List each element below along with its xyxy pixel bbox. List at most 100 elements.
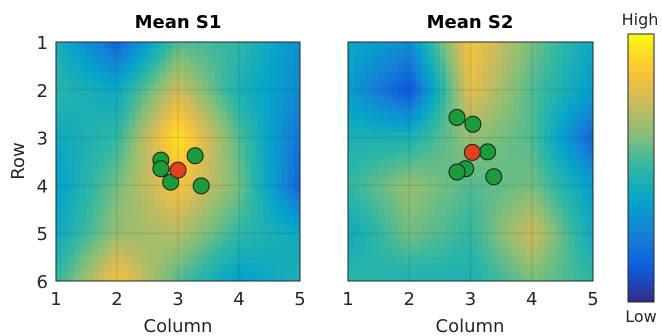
heatmap-cell bbox=[421, 191, 429, 198]
heatmap-cell bbox=[433, 95, 441, 103]
heatmap-cell bbox=[104, 125, 112, 133]
heatmap-cell bbox=[251, 263, 258, 270]
heatmap-cell bbox=[586, 233, 593, 240]
heatmap-cell bbox=[232, 203, 240, 210]
heatmap-cell bbox=[171, 113, 179, 121]
heatmap-cell bbox=[519, 167, 527, 175]
heatmap-cell bbox=[550, 113, 557, 121]
heatmap-cell bbox=[147, 107, 155, 115]
heatmap-cell bbox=[439, 251, 447, 258]
heatmap-cell bbox=[263, 59, 271, 67]
heatmap-cell bbox=[550, 143, 557, 151]
heatmap-cell bbox=[458, 59, 465, 67]
heatmap-cell bbox=[226, 119, 234, 127]
heatmap-cell bbox=[171, 155, 179, 163]
heatmap-cell bbox=[184, 251, 191, 258]
heatmap-cell bbox=[366, 167, 374, 175]
heatmap-cell bbox=[281, 209, 289, 216]
heatmap-cell bbox=[348, 101, 355, 109]
heatmap-cell bbox=[178, 101, 185, 109]
heatmap-cell bbox=[129, 59, 136, 67]
heatmap-cell bbox=[123, 119, 130, 127]
heatmap-cell bbox=[129, 131, 136, 139]
heatmap-cell bbox=[141, 233, 149, 240]
heatmap-cell bbox=[537, 185, 545, 192]
heatmap-cell bbox=[104, 83, 112, 91]
heatmap-cell bbox=[372, 65, 380, 73]
heatmap-cell bbox=[86, 119, 94, 127]
heatmap-cell bbox=[415, 42, 423, 49]
heatmap-cell bbox=[214, 107, 222, 115]
heatmap-cell bbox=[415, 71, 423, 79]
heatmap-cell bbox=[293, 42, 300, 49]
heatmap-cell bbox=[586, 119, 593, 127]
heatmap-cell bbox=[378, 191, 386, 198]
heatmap-cell bbox=[427, 167, 435, 175]
heatmap-cell bbox=[372, 137, 380, 145]
heatmap-cell bbox=[495, 101, 502, 109]
heatmap-cell bbox=[110, 191, 118, 198]
heatmap-cell bbox=[208, 149, 216, 157]
heatmap-cell bbox=[251, 95, 258, 103]
heatmap-cell bbox=[196, 263, 203, 270]
heatmap-cell bbox=[556, 143, 563, 151]
heatmap-cell bbox=[184, 197, 191, 204]
heatmap-cell bbox=[220, 71, 228, 79]
heatmap-cell bbox=[135, 221, 142, 228]
heatmap-cell bbox=[86, 227, 94, 234]
heatmap-cell bbox=[525, 215, 533, 222]
heatmap-cell bbox=[275, 275, 283, 281]
heatmap-cell bbox=[446, 95, 453, 103]
heatmap-cell bbox=[544, 59, 551, 67]
heatmap-cell bbox=[110, 203, 118, 210]
heatmap-cell bbox=[372, 251, 380, 258]
heatmap-cell bbox=[550, 77, 557, 85]
heatmap-cell bbox=[427, 71, 435, 79]
heatmap-cell bbox=[293, 155, 300, 163]
heatmap-cell bbox=[141, 149, 149, 157]
heatmap-cell bbox=[464, 65, 472, 73]
heatmap-cell bbox=[556, 173, 563, 181]
heatmap-cell bbox=[415, 131, 423, 139]
heatmap-cell bbox=[372, 155, 380, 163]
heatmap-cell bbox=[562, 215, 570, 222]
heatmap-cell bbox=[263, 245, 271, 252]
heatmap-cell bbox=[159, 59, 167, 67]
heatmap-cell bbox=[293, 107, 300, 115]
heatmap-cell bbox=[390, 59, 398, 67]
heatmap-cell bbox=[287, 233, 295, 240]
heatmap-cell bbox=[92, 179, 100, 186]
heatmap-cell bbox=[263, 173, 271, 181]
heatmap-cell bbox=[123, 77, 130, 85]
heatmap-cell bbox=[544, 149, 551, 157]
heatmap-cell bbox=[214, 77, 222, 85]
heatmap-cell bbox=[104, 191, 112, 198]
heatmap-cell bbox=[452, 53, 459, 61]
heatmap-cell bbox=[153, 53, 161, 61]
heatmap-cell bbox=[135, 203, 142, 210]
heatmap-cell bbox=[275, 221, 283, 228]
heatmap-cell bbox=[269, 161, 277, 169]
heatmap-cell bbox=[397, 155, 404, 163]
heatmap-cell bbox=[104, 239, 112, 246]
heatmap-cell bbox=[354, 233, 361, 240]
heatmap-cell bbox=[421, 125, 429, 133]
heatmap-cell bbox=[360, 209, 367, 216]
heatmap-cell bbox=[409, 251, 416, 258]
heatmap-cell bbox=[62, 197, 69, 204]
heatmap-cell bbox=[202, 71, 210, 79]
heatmap-cell bbox=[257, 173, 264, 181]
heatmap-cell bbox=[190, 53, 197, 61]
heatmap-cell bbox=[488, 161, 496, 169]
heatmap-cell bbox=[257, 95, 264, 103]
heatmap-cell bbox=[104, 221, 112, 228]
heatmap-cell bbox=[464, 89, 472, 97]
heatmap-cell bbox=[537, 107, 545, 115]
heatmap-cell bbox=[178, 269, 185, 276]
heatmap-cell bbox=[196, 227, 203, 234]
heatmap-cell bbox=[452, 185, 459, 192]
heatmap-cell bbox=[525, 83, 533, 91]
heatmap-cell bbox=[446, 191, 453, 198]
x-tick-label: 2 bbox=[404, 289, 415, 310]
heatmap-cell bbox=[147, 251, 155, 258]
